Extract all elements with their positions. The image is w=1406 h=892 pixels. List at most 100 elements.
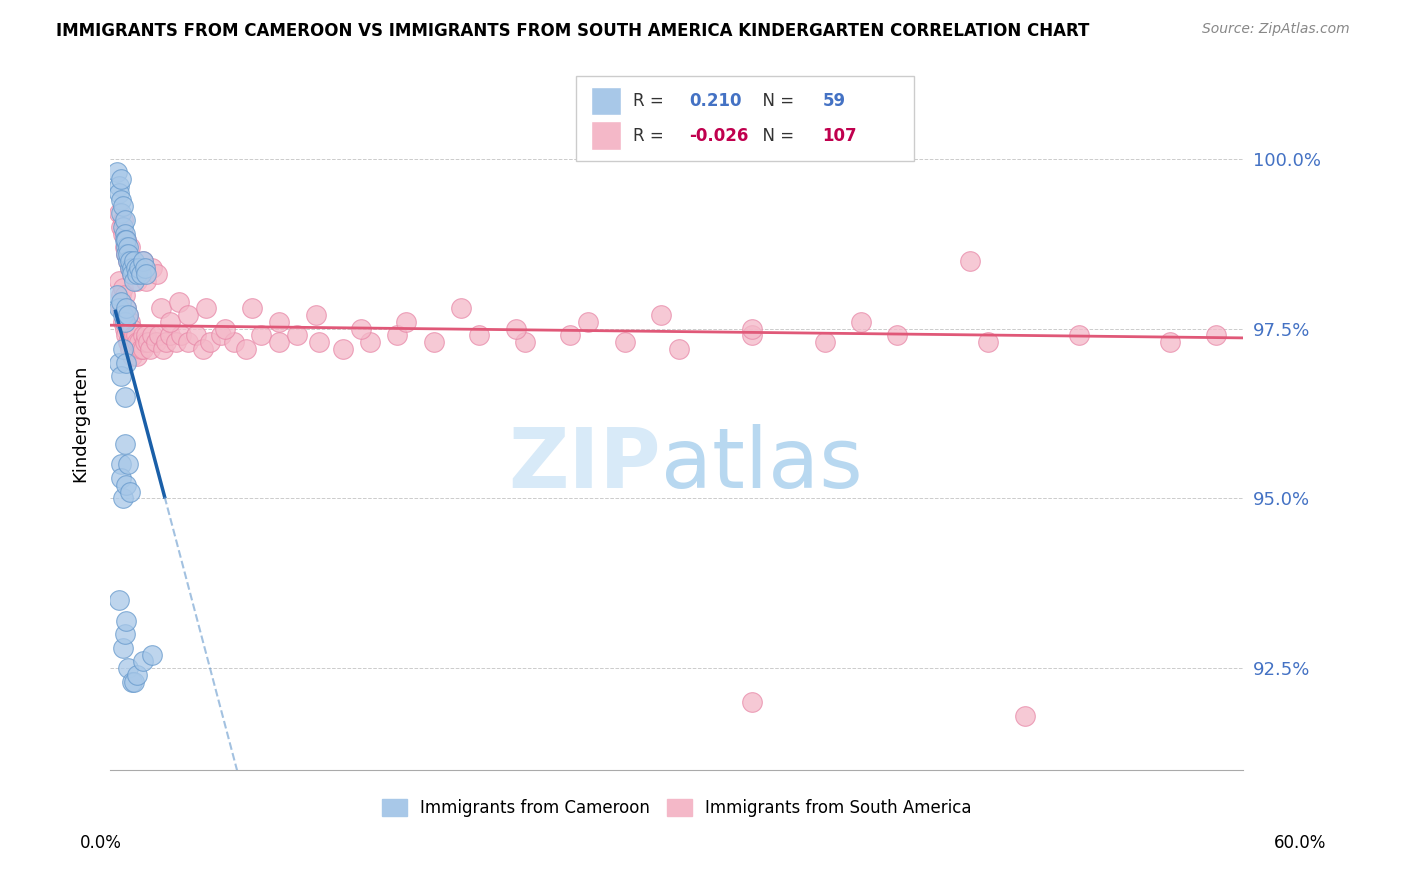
Point	[117, 335, 139, 350]
Point	[105, 287, 128, 301]
Point	[287, 328, 309, 343]
Point	[120, 342, 142, 356]
Point	[170, 328, 193, 343]
Point	[121, 260, 143, 275]
Point	[269, 315, 291, 329]
Point	[114, 321, 136, 335]
Point	[668, 342, 690, 356]
Point	[115, 301, 138, 316]
Point	[849, 315, 872, 329]
Point	[136, 335, 159, 350]
Point	[135, 268, 157, 282]
Point	[359, 335, 381, 350]
Text: 0.210: 0.210	[689, 92, 741, 110]
Point	[121, 349, 143, 363]
Point	[111, 315, 134, 329]
Point	[120, 484, 142, 499]
Point	[450, 301, 472, 316]
Point	[132, 253, 155, 268]
Point	[141, 648, 163, 662]
Point	[304, 308, 326, 322]
Point	[191, 342, 214, 356]
Point	[114, 627, 136, 641]
Text: 107: 107	[823, 127, 858, 145]
Point	[167, 294, 190, 309]
Point	[195, 301, 218, 316]
Point	[387, 328, 409, 343]
Point	[741, 321, 763, 335]
Text: atlas: atlas	[661, 424, 863, 505]
Point	[114, 213, 136, 227]
Point	[129, 268, 152, 282]
Legend: Immigrants from Cameroon, Immigrants from South America: Immigrants from Cameroon, Immigrants fro…	[375, 792, 979, 824]
Point	[741, 328, 763, 343]
Point	[114, 287, 136, 301]
Point	[155, 335, 177, 350]
Point	[741, 695, 763, 709]
Point	[650, 308, 672, 322]
Point	[128, 335, 150, 350]
Point	[121, 268, 143, 282]
Text: IMMIGRANTS FROM CAMEROON VS IMMIGRANTS FROM SOUTH AMERICA KINDERGARTEN CORRELATI: IMMIGRANTS FROM CAMEROON VS IMMIGRANTS F…	[56, 22, 1090, 40]
Text: 0.0%: 0.0%	[80, 834, 122, 852]
Point	[1069, 328, 1091, 343]
Point	[240, 301, 263, 316]
Point	[560, 328, 582, 343]
Point	[132, 328, 155, 343]
Point	[235, 342, 257, 356]
Point	[115, 240, 138, 254]
Point	[115, 328, 138, 343]
Point	[117, 253, 139, 268]
Point	[111, 199, 134, 213]
Point	[120, 260, 142, 275]
Point	[117, 240, 139, 254]
Point	[110, 206, 132, 220]
Point	[115, 247, 138, 261]
Point	[395, 315, 418, 329]
Point	[111, 219, 134, 234]
Point	[111, 491, 134, 506]
Point	[117, 247, 139, 261]
Point	[308, 335, 330, 350]
Point	[127, 274, 149, 288]
Point	[350, 321, 373, 335]
Point	[115, 614, 138, 628]
Point	[108, 179, 131, 194]
Point	[332, 342, 354, 356]
Point	[108, 186, 131, 200]
Point	[886, 328, 908, 343]
Point	[146, 268, 169, 282]
Point	[115, 234, 138, 248]
Point	[959, 253, 981, 268]
Point	[117, 308, 139, 322]
Point	[124, 260, 146, 275]
Point	[152, 342, 174, 356]
Point	[132, 253, 155, 268]
Point	[145, 335, 167, 350]
Point	[117, 253, 139, 268]
Point	[110, 301, 132, 316]
Point	[120, 240, 142, 254]
Point	[115, 356, 138, 370]
Point	[159, 328, 181, 343]
Point	[108, 356, 131, 370]
Point	[128, 260, 150, 275]
Text: N =: N =	[752, 92, 800, 110]
Point	[505, 321, 527, 335]
Point	[209, 328, 232, 343]
Point	[114, 390, 136, 404]
Point	[134, 260, 156, 275]
Point	[110, 287, 132, 301]
Point	[1205, 328, 1227, 343]
Point	[613, 335, 636, 350]
Point	[122, 253, 145, 268]
Point	[120, 253, 142, 268]
Text: N =: N =	[752, 127, 800, 145]
Point	[423, 335, 446, 350]
Point	[122, 253, 145, 268]
Point	[134, 335, 156, 350]
Point	[128, 268, 150, 282]
Text: -0.026: -0.026	[689, 127, 748, 145]
Point	[120, 315, 142, 329]
Point	[814, 335, 837, 350]
